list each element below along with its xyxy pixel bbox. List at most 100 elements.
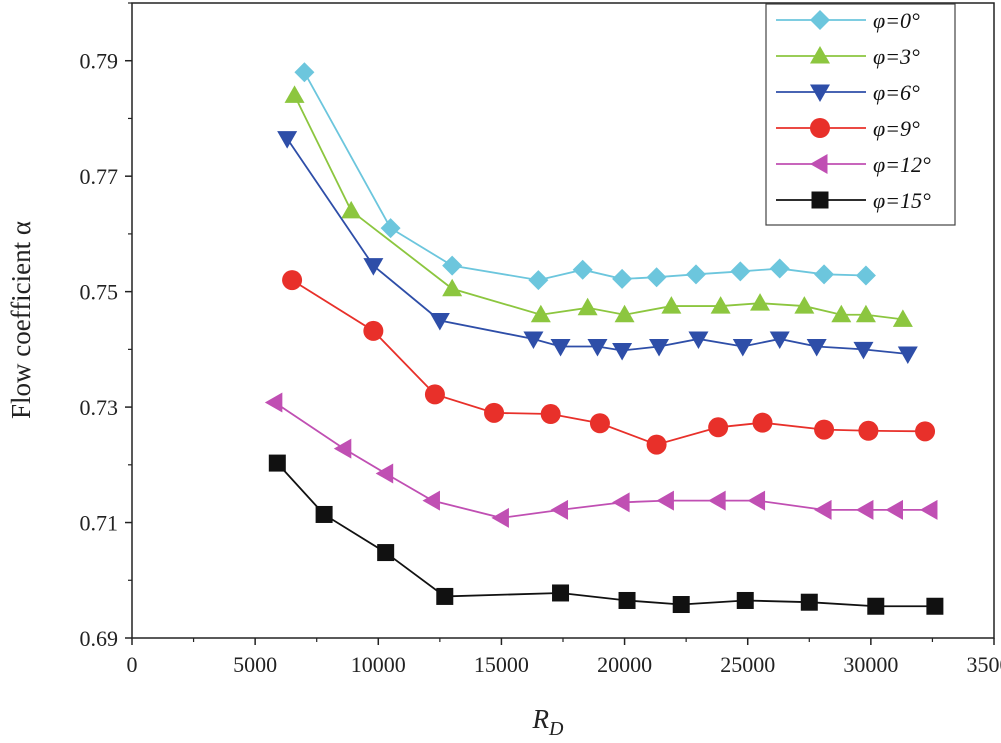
data-point	[646, 267, 667, 288]
data-point	[530, 304, 551, 323]
data-point	[277, 131, 298, 149]
data-point	[375, 463, 394, 484]
data-point	[736, 591, 754, 609]
axes: 0 5000 10000 15000 20000 25000 30000 35000 0.69 0…	[80, 2, 1001, 677]
y-tick-label: 0.77	[80, 164, 119, 189]
data-point	[897, 346, 918, 364]
data-point	[672, 596, 690, 614]
legend-box	[765, 3, 956, 226]
x-tick-label: 25000	[720, 652, 775, 677]
data-point	[814, 499, 832, 520]
data-point	[377, 544, 395, 562]
data-point	[587, 338, 608, 357]
x-axis-title-subscript: D	[548, 718, 564, 740]
x-axis-title: RD	[532, 704, 565, 740]
data-point	[484, 402, 505, 423]
y-tick-label: 0.71	[80, 511, 119, 536]
data-point	[424, 384, 445, 405]
data-point	[831, 304, 852, 323]
data-point	[577, 297, 598, 316]
series-triangle-down	[277, 131, 918, 364]
data-point	[747, 490, 766, 511]
data-point	[806, 338, 827, 357]
data-point	[540, 404, 561, 425]
data-point	[363, 320, 384, 341]
data-point	[853, 341, 874, 360]
data-point	[264, 392, 283, 413]
data-point	[800, 593, 818, 611]
y-tick-label: 0.75	[80, 280, 119, 305]
data-point	[752, 412, 773, 433]
data-point	[750, 293, 771, 311]
data-point	[333, 438, 352, 459]
data-point	[915, 421, 936, 442]
legend: φ=0° φ=3° φ=6° φ=9° φ=12° φ=15°	[765, 3, 956, 226]
data-point	[572, 259, 593, 280]
data-point	[436, 587, 454, 605]
data-point	[867, 597, 885, 615]
data-point	[523, 331, 544, 349]
data-point	[528, 270, 549, 291]
data-point	[661, 296, 682, 314]
data-point	[341, 200, 362, 219]
data-point	[442, 278, 463, 297]
x-tick-label: 10000	[351, 652, 406, 677]
data-point	[612, 492, 630, 513]
data-point	[855, 499, 874, 520]
data-point	[685, 264, 706, 285]
data-point	[268, 454, 286, 472]
y-tick-label: 0.69	[80, 626, 119, 651]
data-point	[294, 62, 315, 83]
series-circle	[282, 270, 936, 455]
data-point	[618, 591, 636, 609]
data-point	[422, 490, 440, 511]
data-point	[614, 304, 635, 323]
data-point	[769, 258, 790, 279]
legend-marker	[810, 154, 828, 174]
data-point	[491, 507, 509, 528]
data-point	[769, 331, 790, 349]
legend-marker	[810, 84, 830, 102]
data-point	[589, 413, 610, 434]
data-point	[926, 597, 944, 615]
data-point	[708, 417, 729, 438]
legend-marker	[811, 191, 829, 209]
legend-label: φ=15°	[873, 188, 931, 213]
x-tick-label: 0	[127, 652, 138, 677]
x-tick-label: 30000	[843, 652, 898, 677]
data-point	[855, 304, 876, 323]
legend-label: φ=0°	[873, 8, 920, 33]
x-axis-title-main: R	[532, 704, 550, 734]
data-point	[656, 490, 674, 511]
legend-marker	[810, 118, 830, 138]
data-point	[612, 268, 633, 289]
legend-label: φ=12°	[873, 152, 931, 177]
data-point	[855, 265, 876, 286]
data-point	[710, 296, 731, 314]
data-point	[814, 419, 835, 440]
series-layer	[264, 62, 944, 615]
data-point	[315, 505, 333, 523]
data-point	[919, 499, 938, 520]
legend-marker	[810, 10, 830, 30]
data-point	[688, 331, 709, 349]
series-line	[276, 462, 935, 608]
data-point	[442, 255, 463, 276]
data-point	[708, 490, 726, 511]
series-square	[268, 454, 944, 615]
data-point	[649, 338, 670, 357]
series-triangle-up	[284, 85, 913, 327]
data-point	[732, 338, 753, 357]
y-tick-label: 0.79	[80, 49, 119, 74]
series-triangle-left	[264, 392, 938, 528]
data-point	[284, 85, 305, 103]
data-point	[794, 296, 815, 314]
data-point	[282, 270, 303, 291]
data-point	[892, 309, 913, 327]
legend-marker	[810, 46, 830, 64]
series-diamond	[294, 62, 876, 291]
legend-label: φ=3°	[873, 44, 920, 69]
data-point	[612, 343, 633, 361]
data-point	[550, 499, 569, 520]
legend-label: φ=6°	[873, 80, 920, 105]
